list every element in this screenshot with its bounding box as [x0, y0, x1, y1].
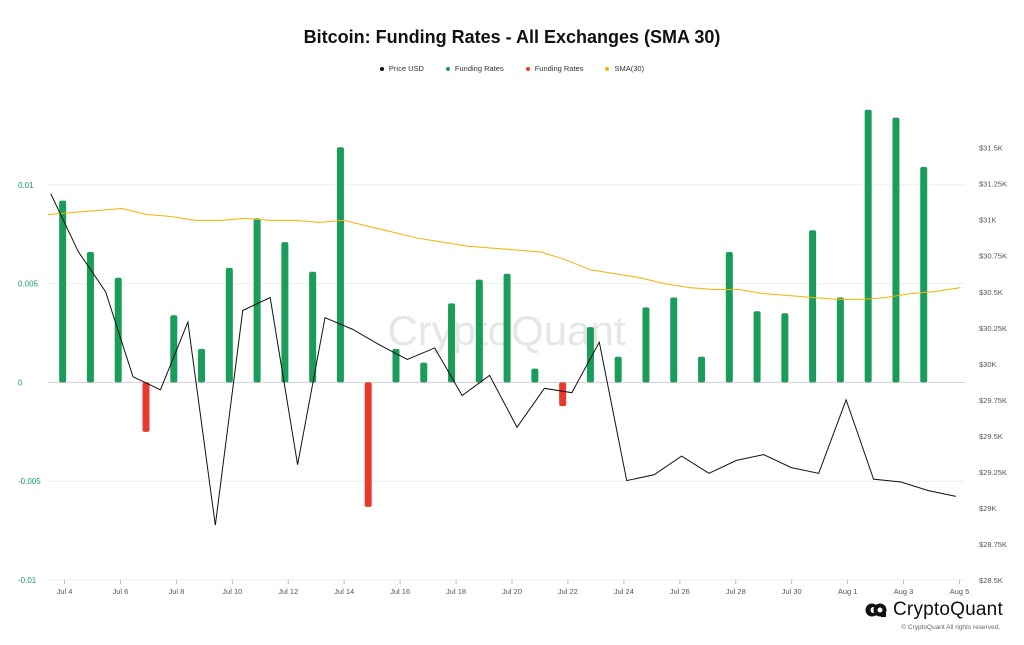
- funding-bar-positive: [586, 327, 594, 383]
- legend-label-funding-negative: Funding Rates: [534, 64, 584, 73]
- funding-bar-positive: [86, 252, 94, 383]
- x-tick-label: Aug 5: [950, 587, 970, 596]
- right-tick-label: $28.75K: [979, 540, 1007, 549]
- right-tick-label: $31.25K: [979, 180, 1007, 189]
- chart-legend: Price USD Funding Rates Funding Rates SM…: [0, 64, 1024, 73]
- chart-title: Bitcoin: Funding Rates - All Exchanges (…: [303, 27, 721, 47]
- x-tick-label: Jul 12: [278, 587, 298, 596]
- legend-label-funding-positive: Funding Rates: [454, 64, 504, 73]
- right-tick-label: $31K: [979, 216, 997, 225]
- funding-bar-positive: [614, 356, 622, 383]
- funding-bar-positive: [336, 147, 344, 383]
- x-tick-label: Aug 1: [838, 587, 858, 596]
- x-tick-label: Jul 18: [446, 587, 466, 596]
- legend-item-funding-negative[interactable]: Funding Rates: [525, 64, 584, 73]
- funding-bar-positive: [503, 273, 511, 383]
- brand-name: CryptoQuant: [893, 599, 1003, 620]
- funding-bar-positive: [892, 117, 900, 383]
- funding-bar-positive: [670, 297, 678, 383]
- x-tick-label: Jul 14: [334, 587, 354, 596]
- right-tick-label: $29.25K: [979, 468, 1007, 477]
- legend-item-sma[interactable]: SMA(30): [605, 64, 644, 73]
- legend-item-funding-positive[interactable]: Funding Rates: [445, 64, 504, 73]
- funding-bar-positive: [753, 311, 761, 383]
- brand: CryptoQuant: [865, 599, 1003, 621]
- x-tick-label: Jul 26: [670, 587, 690, 596]
- funding-bar-positive: [920, 167, 928, 383]
- funding-bar-negative: [559, 382, 567, 407]
- left-tick-label: 0: [18, 378, 23, 387]
- right-tick-label: $30.25K: [979, 324, 1007, 333]
- x-tick-label: Jul 28: [726, 587, 746, 596]
- left-tick-label: -0.01: [18, 576, 37, 585]
- cryptoquant-logo-icon: [865, 602, 887, 618]
- funding-bar-positive: [836, 297, 844, 383]
- sma-line: [47, 208, 961, 300]
- legend-dot-sma: [605, 66, 610, 71]
- funding-bar-negative: [142, 382, 150, 432]
- funding-bar-positive: [864, 109, 872, 383]
- right-tick-label: $30K: [979, 360, 997, 369]
- funding-bar-positive: [253, 218, 261, 383]
- funding-bar-positive: [225, 267, 233, 383]
- x-tick-label: Jul 24: [614, 587, 634, 596]
- right-tick-label: $29K: [979, 504, 997, 513]
- funding-bar-positive: [309, 271, 317, 383]
- price-line: [50, 193, 956, 526]
- right-tick-label: $31.5K: [979, 144, 1003, 153]
- x-tick-label: Jul 22: [558, 587, 578, 596]
- funding-bar-negative: [364, 382, 372, 507]
- right-tick-label: $29.5K: [979, 432, 1003, 441]
- funding-bar-positive: [392, 348, 400, 383]
- x-tick-label: Jul 20: [502, 587, 522, 596]
- funding-bar-positive: [170, 315, 178, 383]
- funding-bar-positive: [781, 313, 789, 383]
- legend-dot-funding-positive: [445, 66, 450, 71]
- funding-bar-positive: [198, 348, 206, 383]
- funding-bar-positive: [59, 200, 67, 383]
- funding-bar-positive: [531, 368, 539, 383]
- right-tick-label: $28.5K: [979, 576, 1003, 585]
- legend-dot-funding-negative: [525, 66, 530, 71]
- right-tick-label: $30.75K: [979, 252, 1007, 261]
- right-tick-label: $30.5K: [979, 288, 1003, 297]
- x-tick-label: Aug 3: [894, 587, 914, 596]
- x-tick-label: Jul 16: [390, 587, 410, 596]
- funding-bar-positive: [420, 362, 428, 383]
- legend-label-sma: SMA(30): [614, 64, 645, 73]
- legend-dot-price: [379, 66, 384, 71]
- left-tick-label: 0.005: [18, 280, 39, 289]
- x-tick-label: Jul 4: [57, 587, 73, 596]
- funding-bar-positive: [698, 356, 706, 383]
- funding-bar-positive: [475, 279, 483, 383]
- funding-bar-positive: [448, 303, 456, 383]
- left-tick-label: 0.01: [18, 181, 34, 190]
- x-tick-label: Jul 6: [113, 587, 129, 596]
- funding-bar-positive: [725, 252, 733, 383]
- x-tick-label: Jul 30: [782, 587, 802, 596]
- x-tick-label: Jul 10: [222, 587, 242, 596]
- copyright-text: © CryptoQuant All rights reserved.: [901, 624, 1000, 631]
- funding-bar-positive: [642, 307, 650, 383]
- funding-bar-positive: [809, 230, 817, 383]
- x-tick-label: Jul 8: [168, 587, 184, 596]
- funding-bar-positive: [281, 242, 289, 383]
- right-tick-label: $29.75K: [979, 396, 1007, 405]
- legend-item-price[interactable]: Price USD: [379, 64, 424, 73]
- legend-label-price: Price USD: [388, 64, 424, 73]
- left-tick-label: -0.005: [18, 477, 41, 486]
